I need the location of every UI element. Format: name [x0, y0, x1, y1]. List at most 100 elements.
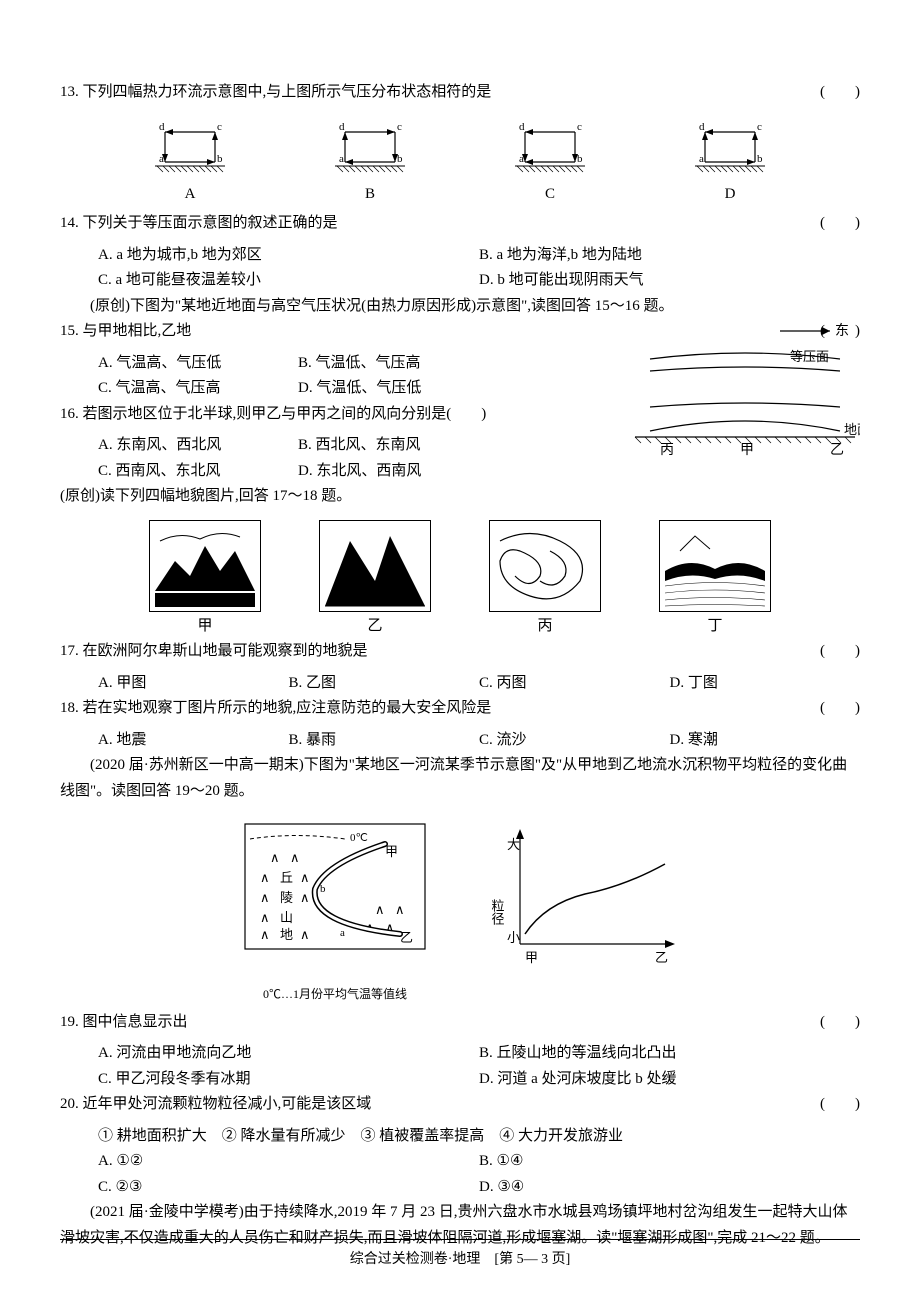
q20-opts-row1: A. ①② B. ①④: [60, 1149, 860, 1175]
isobar-label: 等压面: [790, 349, 829, 364]
q13-label-c: C: [460, 182, 640, 208]
corner-d: d: [519, 121, 525, 133]
circulation-diagram-a: d c a b: [145, 120, 235, 180]
q18-optC: C. 流沙: [479, 728, 670, 754]
hill-char-4: 地: [280, 927, 293, 942]
landform-yi: 乙: [290, 520, 460, 640]
q14-text: 下列关于等压面示意图的叙述正确的是: [83, 215, 338, 231]
corner-b: b: [397, 153, 403, 165]
q14-opts-row2: C. a 地可能昼夜温差较小 D. b 地可能出现阴雨天气: [60, 268, 860, 294]
q17-optD: D. 丁图: [670, 671, 861, 697]
q20-text: 近年甲处河流颗粒物粒径减小,可能是该区域: [83, 1096, 372, 1112]
q13-diagD: d c a b D: [640, 120, 820, 208]
q16-optC: C. 西南风、东北风: [98, 459, 298, 485]
circulation-diagram-d: d c a b: [685, 120, 775, 180]
q15-optB: B. 气温低、气压高: [298, 351, 498, 377]
passage-15-16: (原创)下图为"某地近地面与高空气压状况(由热力原因形成)示意图",读图回答 1…: [60, 294, 860, 320]
svg-text:∧: ∧: [300, 890, 310, 905]
passage-17-18: (原创)读下列四幅地貌图片,回答 17～18 题。: [60, 484, 860, 510]
corner-d: d: [159, 121, 165, 133]
q15-paren: ( ): [820, 319, 860, 345]
q20-paren: ( ): [820, 1092, 860, 1118]
corner-a: a: [159, 153, 164, 165]
svg-text:∧: ∧: [300, 870, 310, 885]
hill-char-3: 山: [280, 910, 293, 925]
q18-optB: B. 暴雨: [289, 728, 480, 754]
q20-optB: B. ①④: [479, 1149, 860, 1175]
q17-paren: ( ): [820, 639, 860, 665]
svg-text:∧: ∧: [260, 910, 270, 925]
svg-text:∧: ∧: [260, 890, 270, 905]
q15: 15. 与甲地相比,乙地 ( ): [60, 319, 860, 345]
q15-optD: D. 气温低、气压低: [298, 376, 498, 402]
q13-label-d: D: [640, 182, 820, 208]
q16-text: 若图示地区位于北半球,则甲乙与甲丙之间的风向分别是( ): [83, 406, 487, 422]
svg-text:∧: ∧: [260, 927, 270, 942]
pt-jia: 甲: [740, 443, 754, 458]
map-jia: 甲: [385, 844, 398, 859]
svg-text:∧: ∧: [375, 902, 385, 917]
corner-c: c: [397, 121, 402, 133]
thumb-ding: [659, 520, 771, 612]
q19-paren: ( ): [820, 1010, 860, 1036]
q19-optC: C. 甲乙河段冬季有冰期: [98, 1067, 479, 1093]
q18: 18. 若在实地观察丁图片所示的地貌,应注意防范的最大安全风险是 ( ): [60, 696, 860, 722]
river-map-svg: 0℃ ∧∧ ∧丘∧ ∧陵∧ ∧山 ∧地∧ ∧∧ ∧∧ 甲 乙 b a: [235, 814, 435, 974]
xl: 甲: [525, 950, 538, 965]
map-caption: 0℃…1月份平均气温等值线: [235, 984, 435, 1004]
q17: 17. 在欧洲阿尔卑斯山地最可能观察到的地貌是 ( ): [60, 639, 860, 665]
q19: 19. 图中信息显示出 ( ): [60, 1010, 860, 1036]
q14-optC: C. a 地可能昼夜温差较小: [98, 268, 479, 294]
q20-optD: D. ③④: [479, 1175, 860, 1201]
grain-chart-svg: 粒径 大 小 甲 乙: [485, 814, 685, 974]
q16-number: 16.: [60, 406, 79, 422]
svg-text:∧: ∧: [260, 870, 270, 885]
q16-optD: D. 东北风、西南风: [298, 459, 498, 485]
pt-yi: 乙: [830, 442, 844, 458]
q17-optB: B. 乙图: [289, 671, 480, 697]
q14-paren: ( ): [820, 211, 860, 237]
footer-text: 综合过关检测卷·地理 [第 5— 3 页]: [350, 1252, 571, 1267]
circulation-diagram-c: d c a b: [505, 120, 595, 180]
map-a: a: [340, 927, 345, 939]
corner-b: b: [577, 153, 583, 165]
corner-b: b: [217, 153, 223, 165]
q14-opts-row1: A. a 地为城市,b 地为郊区 B. a 地为海洋,b 地为陆地: [60, 243, 860, 269]
corner-b: b: [757, 153, 763, 165]
q20-items: ① 耕地面积扩大 ② 降水量有所减少 ③ 植被覆盖率提高 ④ 大力开发旅游业: [60, 1124, 860, 1150]
q18-opts: A. 地震 B. 暴雨 C. 流沙 D. 寒潮: [60, 728, 860, 754]
q13-diagrams: d c a b A: [60, 112, 860, 212]
corner-a: a: [699, 153, 704, 165]
q18-number: 18.: [60, 700, 79, 716]
q17-number: 17.: [60, 643, 79, 659]
thumb-bing: [489, 520, 601, 612]
q15-text: 与甲地相比,乙地: [83, 323, 192, 339]
q13-number: 13.: [60, 84, 79, 100]
map-b: b: [320, 883, 326, 895]
grain-size-chart: 粒径 大 小 甲 乙: [485, 814, 685, 1004]
q20-number: 20.: [60, 1096, 79, 1112]
q13-text: 下列四幅热力环流示意图中,与上图所示气压分布状态相符的是: [83, 84, 492, 100]
corner-c: c: [577, 121, 582, 133]
q17-text: 在欧洲阿尔卑斯山地最可能观察到的地貌是: [83, 643, 368, 659]
zero-label-top: 0℃: [350, 832, 368, 844]
corner-d: d: [339, 121, 345, 133]
svg-text:∧: ∧: [290, 850, 300, 865]
map-yi: 乙: [400, 930, 413, 945]
landform-label-ding: 丁: [630, 614, 800, 640]
ybot: 小: [507, 930, 520, 945]
svg-text:∧: ∧: [270, 850, 280, 865]
q19-opts-row2: C. 甲乙河段冬季有冰期 D. 河道 a 处河床坡度比 b 处缓: [60, 1067, 860, 1093]
ytop: 大: [507, 837, 520, 852]
page-footer: 综合过关检测卷·地理 [第 5— 3 页]: [0, 1239, 920, 1272]
corner-c: c: [217, 121, 222, 133]
landform-ding: 丁: [630, 520, 800, 640]
q13: 13. 下列四幅热力环流示意图中,与上图所示气压分布状态相符的是 ( ): [60, 80, 860, 106]
q13-label-a: A: [100, 182, 280, 208]
q17-optC: C. 丙图: [479, 671, 670, 697]
landform-bing: 丙: [460, 520, 630, 640]
corner-a: a: [339, 153, 344, 165]
landform-jia: 甲: [120, 520, 290, 640]
q19-optA: A. 河流由甲地流向乙地: [98, 1041, 479, 1067]
svg-text:∧: ∧: [395, 902, 405, 917]
